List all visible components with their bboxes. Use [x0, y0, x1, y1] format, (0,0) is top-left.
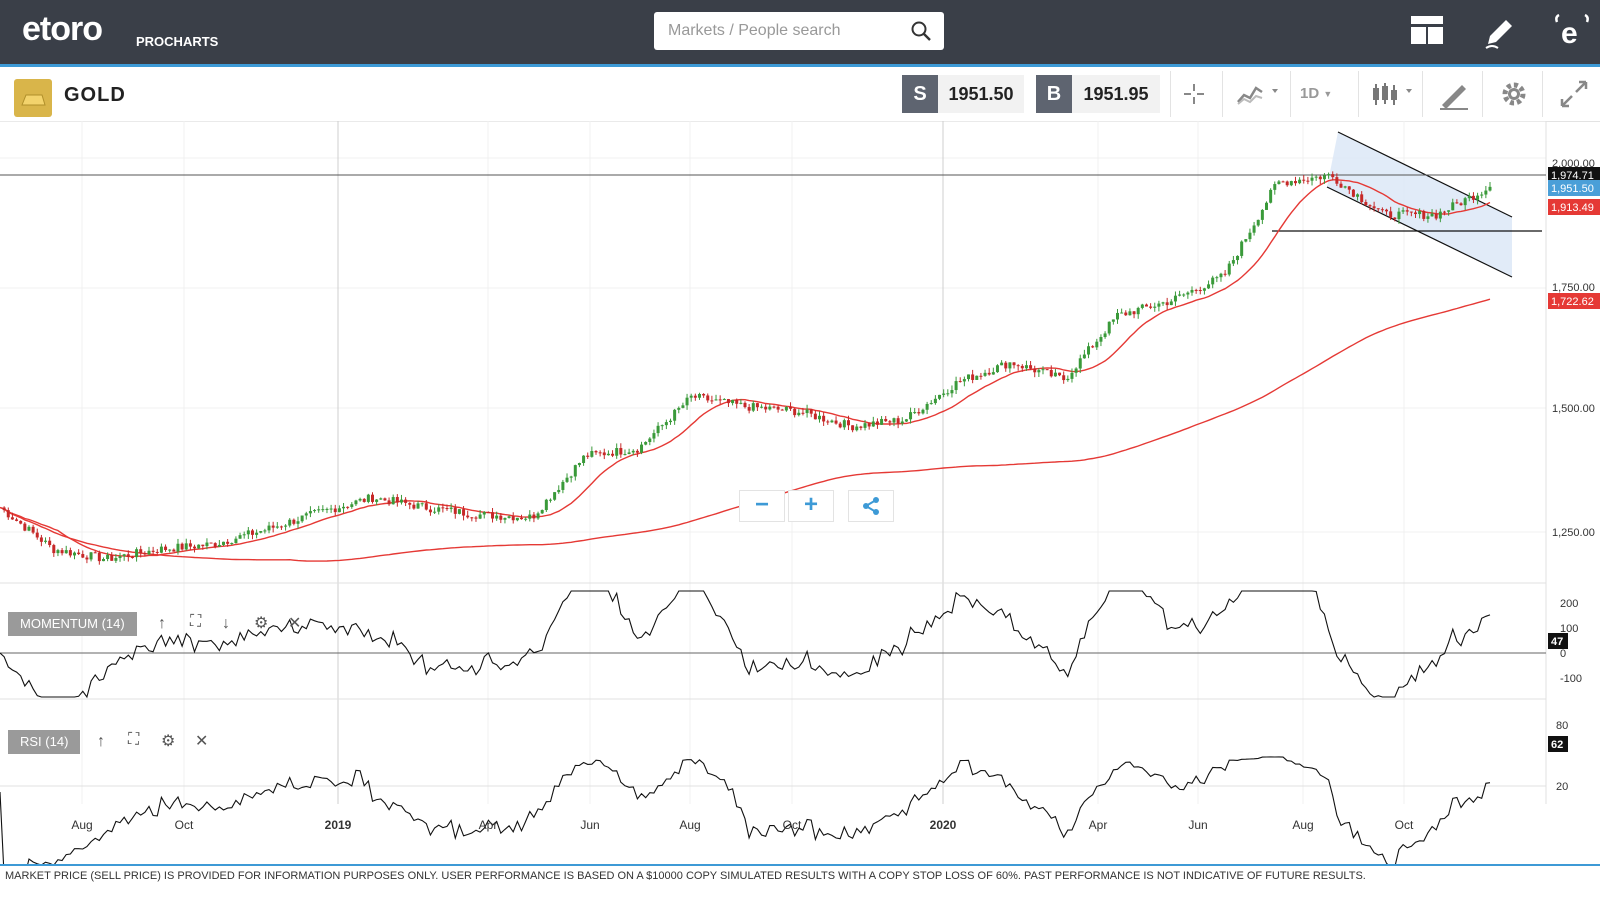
ma-slow-price-label: 1,722.62: [1551, 296, 1594, 308]
price-tick-label: 1,750.00: [1552, 282, 1595, 294]
time-tick-label: 2019: [325, 818, 352, 832]
indicator-settings-icon[interactable]: ⚙: [161, 733, 176, 750]
sell-badge[interactable]: S: [902, 75, 938, 113]
settings-gear-icon[interactable]: [1492, 71, 1536, 117]
momentum-value-label: 47: [1551, 636, 1563, 648]
ma-fast-price-label: 1,913.49: [1551, 202, 1594, 214]
time-tick-label: Oct: [1395, 818, 1414, 832]
buy-price[interactable]: 1951.95: [1072, 75, 1160, 113]
procharts-label: PROCHARTS: [136, 34, 219, 49]
time-tick-label: Aug: [679, 818, 700, 832]
maximize-icon[interactable]: ⛶: [190, 613, 202, 630]
rsi-value-label: 62: [1551, 739, 1563, 751]
price-axis: 2,000.001,750.001,500.001,250.001,974.71…: [1548, 158, 1600, 793]
svg-text:e: e: [1561, 17, 1578, 50]
time-tick-label: Jun: [1188, 818, 1207, 832]
last-price-label: 1,951.50: [1551, 183, 1594, 195]
candlestick-type-icon[interactable]: [1366, 71, 1418, 117]
momentum-tick-label: -100: [1560, 673, 1582, 685]
ma-fast-line: [0, 179, 1491, 558]
momentum-tick-label: 200: [1560, 598, 1578, 610]
search-icon[interactable]: [910, 20, 932, 42]
close-icon[interactable]: ✕: [288, 615, 302, 632]
timeframe-dropdown[interactable]: 1D ▼: [1300, 71, 1350, 117]
fullscreen-icon[interactable]: [1552, 71, 1596, 117]
rsi-indicator-label[interactable]: RSI (14): [8, 730, 81, 754]
zoom-out-button[interactable]: −: [739, 490, 785, 522]
time-tick-label: Oct: [175, 818, 194, 832]
pencil-icon[interactable]: [1480, 14, 1518, 52]
move-up-icon[interactable]: ↑: [158, 615, 166, 632]
momentum-indicator-label[interactable]: MOMENTUM (14): [8, 612, 137, 636]
instrument-name: GOLD: [64, 84, 126, 106]
buy-badge[interactable]: B: [1036, 75, 1072, 113]
time-tick-label: Apr: [1089, 818, 1108, 832]
close-icon[interactable]: ✕: [195, 733, 209, 750]
rsi-tick-label: 20: [1556, 781, 1568, 793]
time-tick-label: Aug: [71, 818, 92, 832]
channel-fill: [1327, 132, 1512, 277]
symbol-bar: GOLD S 1951.50 B 1951.95 1D ▼: [0, 67, 1600, 122]
maximize-icon[interactable]: ⛶: [128, 731, 140, 748]
compare-chart-icon[interactable]: [1232, 71, 1284, 117]
rsi-tick-label: 80: [1556, 720, 1568, 732]
time-tick-label: Oct: [783, 818, 802, 832]
timeframe-label: 1D: [1300, 85, 1320, 102]
time-tick-label: 2020: [930, 818, 957, 832]
indicator-settings-icon[interactable]: ⚙: [254, 615, 269, 632]
share-button[interactable]: [848, 490, 894, 522]
move-up-icon[interactable]: ↑: [97, 733, 105, 750]
price-tick-label: 1,500.00: [1552, 403, 1595, 415]
gold-bar-icon: [14, 79, 52, 117]
time-axis: Aug Oct 2019 Apr Jun Aug Oct 2020 Apr Jun Aug Oct: [71, 818, 1414, 832]
share-icon: [863, 497, 879, 515]
time-tick-label: Aug: [1292, 818, 1313, 832]
candlestick-series: [2, 171, 1492, 565]
momentum-tick-label: 0: [1560, 648, 1566, 660]
zoom-in-button[interactable]: +: [788, 490, 834, 522]
layout-icon[interactable]: [1410, 14, 1444, 46]
search-input[interactable]: [654, 12, 944, 50]
disclaimer-text: MARKET PRICE (SELL PRICE) IS PROVIDED FO…: [5, 870, 1366, 882]
drawing-tools-icon[interactable]: [1432, 71, 1476, 117]
time-tick-label: Jun: [580, 818, 599, 832]
sell-price[interactable]: 1951.50: [938, 75, 1024, 113]
rsi-line: [0, 756, 1491, 864]
etoro-logo[interactable]: etoro: [22, 10, 103, 48]
hline-price-label: 1,974.71: [1551, 170, 1594, 182]
time-tick-label: Apr: [479, 818, 498, 832]
chart-gridlines: [0, 121, 1547, 804]
momentum-tick-label: 100: [1560, 623, 1578, 635]
topbar-accent-line: [0, 64, 1600, 67]
move-down-icon[interactable]: ↓: [222, 615, 230, 632]
momentum-line: [0, 590, 1491, 699]
channel-lower-line: [1326, 186, 1513, 278]
top-bar: etoro PROCHARTS e: [0, 0, 1600, 67]
price-tick-label: 1,250.00: [1552, 527, 1595, 539]
chevron-down-icon: ▼: [1323, 89, 1333, 99]
crosshair-icon[interactable]: [1174, 71, 1214, 117]
disclaimer-bar: MARKET PRICE (SELL PRICE) IS PROVIDED FO…: [0, 864, 1600, 901]
etoro-e-icon[interactable]: e: [1554, 14, 1590, 50]
